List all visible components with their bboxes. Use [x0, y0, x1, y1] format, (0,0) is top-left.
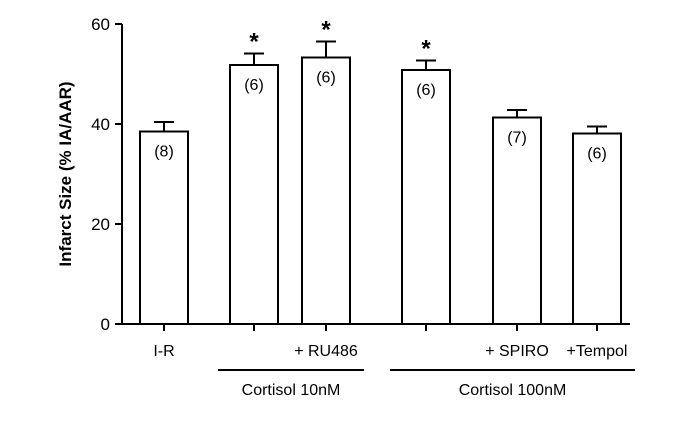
bar: [139, 130, 189, 325]
y-axis-label: Infarct Size (% IA/AAR): [56, 81, 75, 266]
sample-size-label: (8): [154, 144, 174, 161]
sample-size-label: (7): [507, 130, 527, 147]
y-tick-label: 60: [91, 15, 110, 34]
sample-size-label: (6): [316, 70, 336, 87]
group-label: Cortisol 100nM: [459, 382, 567, 399]
group-brackets: Cortisol 10nM Cortisol 100nM: [218, 369, 635, 399]
bar: [301, 56, 351, 325]
bar: [492, 116, 542, 325]
y-tick-label: 40: [91, 115, 110, 134]
bar: [229, 64, 279, 325]
x-tick-label: + SPIRO: [485, 343, 549, 360]
x-tick-label: +Tempol: [567, 343, 628, 360]
sample-size-label: (6): [587, 146, 607, 163]
sample-size-label: (6): [416, 82, 436, 99]
y-tick-label: 0: [101, 315, 110, 334]
bar: [401, 69, 451, 325]
sample-size-label: (6): [244, 77, 264, 94]
bars: (8) (6) * (6) * (6) * (7) (6): [139, 17, 622, 325]
x-tick-label: + RU486: [294, 343, 358, 360]
y-tick-label: 20: [91, 215, 110, 234]
x-tick-label: I-R: [153, 343, 174, 360]
significance-marker: *: [421, 36, 431, 63]
group-label: Cortisol 10nM: [242, 382, 341, 399]
y-axis: 0 20 40 60: [91, 15, 123, 334]
significance-marker: *: [249, 29, 259, 56]
significance-marker: *: [321, 17, 331, 44]
x-axis: I-R + RU486 + SPIRO +Tempol: [122, 323, 630, 360]
